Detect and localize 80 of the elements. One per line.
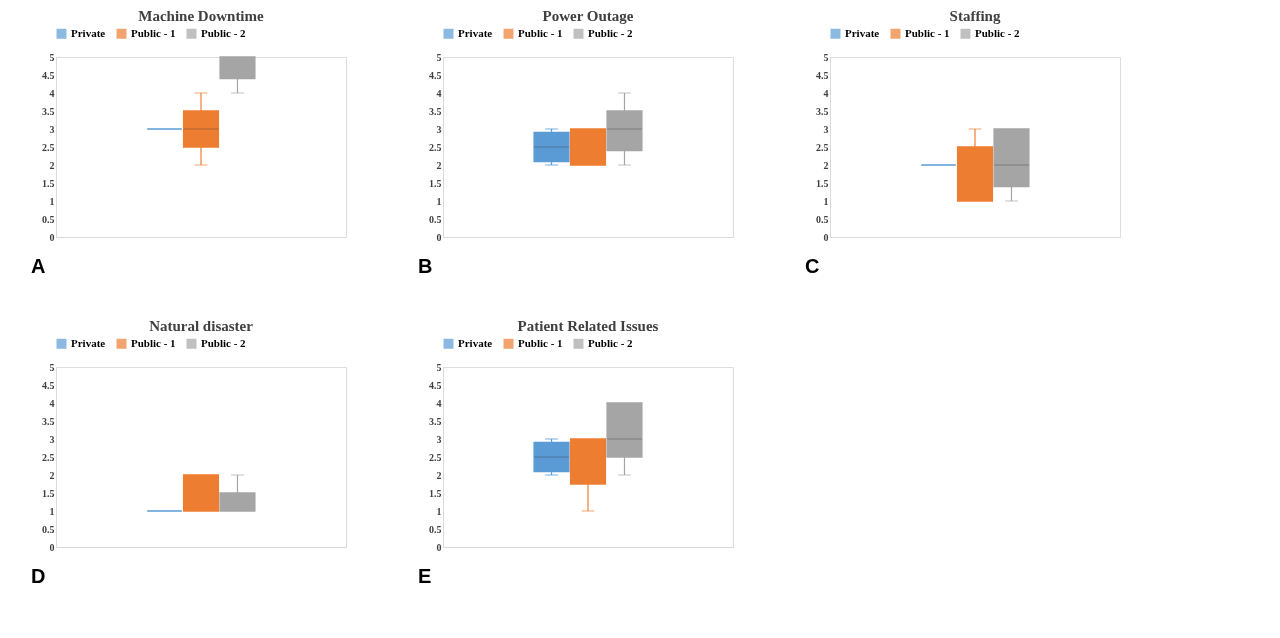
y-tick-label: 0.5 xyxy=(429,213,442,225)
y-tick-label: 0 xyxy=(436,231,442,243)
y-tick-label: 4 xyxy=(823,87,829,99)
y-tick-label: 1 xyxy=(49,195,55,207)
chart-title: Power Outage xyxy=(542,8,634,24)
y-tick-label: 5 xyxy=(49,361,55,373)
y-tick-label: 2.5 xyxy=(42,451,55,463)
y-tick-label: 1 xyxy=(823,195,829,207)
chart-title: Machine Downtime xyxy=(138,8,265,24)
y-tick-label: 3 xyxy=(823,123,829,135)
legend-label: Private xyxy=(845,26,880,39)
y-tick-label: 0 xyxy=(49,541,55,553)
y-tick-label: 5 xyxy=(436,51,442,63)
y-tick-label: 4.5 xyxy=(429,379,442,391)
legend-label: Public - 2 xyxy=(201,336,247,349)
y-tick-label: 3 xyxy=(436,123,442,135)
y-tick-label: 4 xyxy=(49,397,55,409)
y-tick-label: 4 xyxy=(436,397,442,409)
y-tick-label: 5 xyxy=(49,51,55,63)
y-tick-label: 2.5 xyxy=(42,141,55,153)
text: C xyxy=(805,255,820,277)
y-tick-label: 0 xyxy=(823,231,829,243)
text: B xyxy=(418,255,433,277)
text: D xyxy=(31,565,46,587)
y-tick-label: 1.5 xyxy=(429,177,442,189)
y-tick-label: 3.5 xyxy=(42,105,55,117)
y-tick-label: 1.5 xyxy=(42,177,55,189)
text: A xyxy=(31,255,46,277)
y-tick-label: 3.5 xyxy=(429,105,442,117)
legend-label: Private xyxy=(71,336,106,349)
text: E xyxy=(418,565,432,587)
chart-title: Patient Related Issues xyxy=(517,318,659,334)
y-tick-label: 0.5 xyxy=(42,213,55,225)
y-tick-label: 2 xyxy=(49,469,55,481)
y-tick-label: 2 xyxy=(436,469,442,481)
y-tick-label: 3.5 xyxy=(816,105,829,117)
y-tick-label: 2.5 xyxy=(429,451,442,463)
y-tick-label: 0.5 xyxy=(429,523,442,535)
y-tick-label: 4.5 xyxy=(429,69,442,81)
y-tick-label: 2.5 xyxy=(816,141,829,153)
legend-label: Private xyxy=(71,26,106,39)
chart-title: Staffing xyxy=(949,8,1001,24)
legend-label: Public - 1 xyxy=(518,26,563,39)
y-tick-label: 1.5 xyxy=(429,487,442,499)
legend-label: Public - 1 xyxy=(905,26,950,39)
y-tick-label: 3.5 xyxy=(42,415,55,427)
legend-label: Public - 1 xyxy=(518,336,563,349)
y-tick-label: 3.5 xyxy=(429,415,442,427)
y-tick-label: 0.5 xyxy=(42,523,55,535)
y-tick-label: 0.5 xyxy=(816,213,829,225)
y-tick-label: 2 xyxy=(49,159,55,171)
y-tick-label: 4.5 xyxy=(42,69,55,81)
y-tick-label: 2.5 xyxy=(429,141,442,153)
legend-label: Private xyxy=(458,26,493,39)
y-tick-label: 1 xyxy=(436,505,442,517)
chart-title: Natural disaster xyxy=(149,318,254,334)
y-tick-label: 1 xyxy=(436,195,442,207)
y-tick-label: 4 xyxy=(49,87,55,99)
y-tick-label: 3 xyxy=(49,123,55,135)
legend-label: Public - 2 xyxy=(588,26,634,39)
y-tick-label: 1.5 xyxy=(42,487,55,499)
y-tick-label: 3 xyxy=(436,433,442,445)
y-tick-label: 2 xyxy=(436,159,442,171)
y-tick-label: 5 xyxy=(823,51,829,63)
y-tick-label: 1.5 xyxy=(816,177,829,189)
y-tick-label: 3 xyxy=(49,433,55,445)
legend-label: Private xyxy=(458,336,493,349)
y-tick-label: 4.5 xyxy=(816,69,829,81)
legend-label: Public - 1 xyxy=(131,336,176,349)
legend-label: Public - 2 xyxy=(975,26,1021,39)
legend-label: Public - 2 xyxy=(588,336,634,349)
y-tick-label: 0 xyxy=(436,541,442,553)
y-tick-label: 0 xyxy=(49,231,55,243)
y-tick-label: 5 xyxy=(436,361,442,373)
y-tick-label: 2 xyxy=(823,159,829,171)
y-tick-label: 4.5 xyxy=(42,379,55,391)
y-tick-label: 4 xyxy=(436,87,442,99)
legend-label: Public - 2 xyxy=(201,26,247,39)
y-tick-label: 1 xyxy=(49,505,55,517)
legend-label: Public - 1 xyxy=(131,26,176,39)
